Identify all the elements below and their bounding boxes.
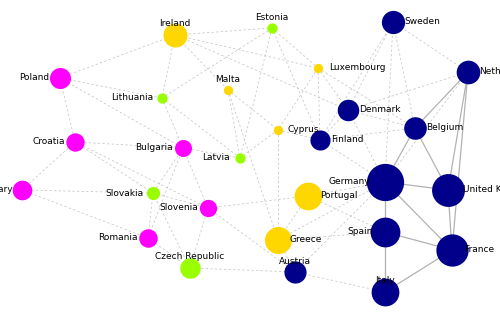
Text: Hungary: Hungary [0, 185, 13, 195]
Text: Finland: Finland [331, 135, 364, 144]
Text: Lithuania: Lithuania [111, 93, 153, 102]
Point [444, 187, 452, 192]
Point [71, 140, 79, 145]
Text: Romania: Romania [98, 233, 138, 243]
Point [236, 156, 244, 161]
Text: Denmark: Denmark [359, 106, 401, 114]
Text: Slovakia: Slovakia [106, 189, 144, 197]
Text: Estonia: Estonia [256, 13, 288, 22]
Point [381, 179, 389, 184]
Point [464, 69, 472, 74]
Point [144, 235, 152, 240]
Point [316, 137, 324, 142]
Point [179, 145, 187, 150]
Point [344, 107, 352, 113]
Text: Belgium: Belgium [426, 123, 463, 133]
Point [171, 32, 179, 38]
Text: Netherlands: Netherlands [479, 67, 500, 77]
Text: Germany: Germany [328, 177, 370, 186]
Point [158, 95, 166, 100]
Point [274, 128, 282, 133]
Point [389, 19, 397, 24]
Point [274, 238, 282, 243]
Point [314, 66, 322, 71]
Text: Italy: Italy [375, 276, 395, 285]
Text: France: France [464, 245, 494, 254]
Text: Ireland: Ireland [160, 19, 190, 28]
Point [304, 193, 312, 198]
Point [149, 190, 157, 196]
Text: Poland: Poland [19, 73, 49, 82]
Point [56, 75, 64, 80]
Point [448, 247, 456, 252]
Text: Sweden: Sweden [404, 17, 440, 26]
Text: Cyprus: Cyprus [287, 126, 318, 135]
Text: Portugal: Portugal [320, 191, 358, 201]
Text: Czech Republic: Czech Republic [156, 252, 224, 261]
Text: United Kingdom: United Kingdom [463, 185, 500, 195]
Point [381, 230, 389, 235]
Point [381, 289, 389, 294]
Text: Greece: Greece [289, 236, 322, 245]
Text: Slovenia: Slovenia [159, 204, 198, 212]
Text: Spain: Spain [347, 227, 372, 237]
Point [186, 266, 194, 271]
Text: Malta: Malta [216, 75, 240, 84]
Point [411, 126, 419, 131]
Text: Luxembourg: Luxembourg [329, 64, 386, 73]
Text: Bulgaria: Bulgaria [136, 143, 173, 153]
Text: Croatia: Croatia [32, 137, 65, 147]
Point [18, 187, 26, 192]
Text: Latvia: Latvia [202, 154, 230, 162]
Point [268, 25, 276, 31]
Point [224, 87, 232, 93]
Point [204, 205, 212, 211]
Text: Austria: Austria [279, 257, 311, 266]
Point [291, 269, 299, 274]
